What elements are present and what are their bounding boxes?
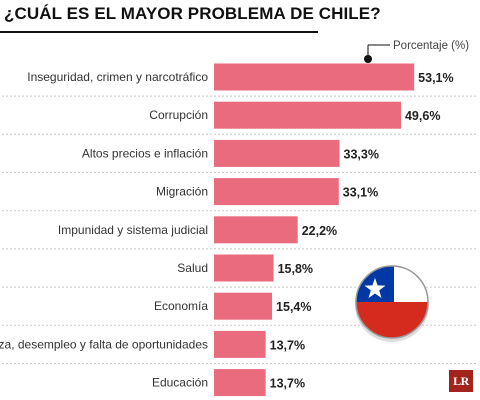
data-label: 13,7%	[270, 377, 305, 391]
data-label: 15,8%	[278, 262, 313, 276]
bar	[214, 178, 339, 206]
data-label: 33,3%	[344, 147, 379, 161]
bar	[214, 139, 340, 167]
category-label: Salud	[177, 261, 208, 275]
bar	[214, 330, 266, 358]
data-label: 15,4%	[276, 300, 311, 314]
category-label: Migración	[156, 185, 208, 199]
category-label: Pobreza, desempleo y falta de oportunida…	[0, 337, 208, 351]
legend: Porcentaje (%)	[364, 40, 469, 63]
bar	[214, 254, 274, 282]
chart-title: ¿CUÁL ES EL MAYOR PROBLEMA DE CHILE?	[4, 4, 381, 23]
bar	[214, 292, 273, 320]
data-label: 13,7%	[270, 338, 305, 352]
bar	[214, 216, 298, 244]
bar	[214, 63, 415, 91]
title-underline	[0, 31, 318, 33]
category-label: Economía	[154, 299, 208, 313]
lr-logo-icon: LR	[449, 370, 473, 392]
category-label: Educación	[152, 376, 208, 390]
legend-label: Porcentaje (%)	[393, 40, 469, 52]
category-label: Corrupción	[149, 108, 208, 122]
category-label: Altos precios e inflación	[82, 146, 208, 160]
data-label: 22,2%	[302, 224, 337, 238]
category-label: Impunidad y sistema judicial	[58, 223, 208, 237]
data-label: 53,1%	[418, 71, 453, 85]
chile-flag-icon	[355, 265, 429, 342]
data-label: 49,6%	[405, 109, 440, 123]
category-label: Inseguridad, crimen y narcotráfico	[27, 70, 208, 84]
bar	[214, 369, 266, 397]
bar	[214, 101, 401, 129]
data-label: 33,1%	[343, 186, 378, 200]
